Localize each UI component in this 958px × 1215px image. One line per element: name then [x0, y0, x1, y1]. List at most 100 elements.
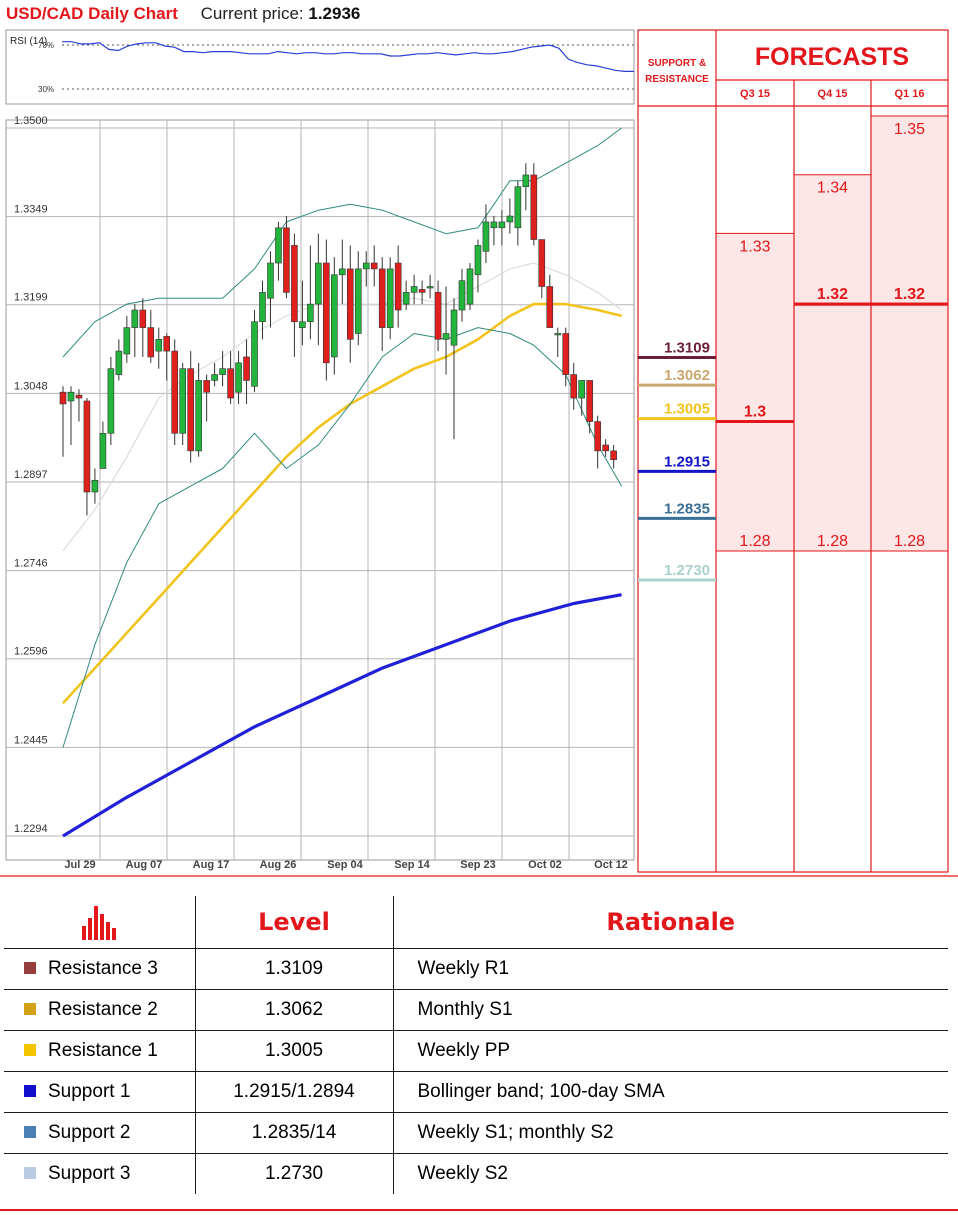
- x-tick-label: Jul 29: [64, 859, 95, 871]
- candle-body: [442, 333, 450, 340]
- candle-body: [434, 292, 442, 340]
- sr-level-value: 1.2730: [664, 562, 710, 579]
- chart-header: USD/CAD Daily Chart Current price: 1.293…: [6, 4, 360, 26]
- candle-body: [91, 479, 99, 493]
- candle-body: [179, 368, 186, 434]
- row-level: 1.2835/14: [194, 1111, 393, 1153]
- candle-body: [570, 374, 578, 399]
- y-tick-label: 1.2596: [14, 646, 48, 658]
- candle-body: [426, 286, 434, 289]
- candle-body: [107, 368, 115, 434]
- candle-body: [354, 268, 362, 334]
- side-panel-frame: [637, 29, 949, 873]
- x-tick-label: Sep 23: [460, 859, 495, 871]
- candle-body: [410, 286, 418, 293]
- candle-body: [299, 321, 306, 328]
- candle-body: [554, 333, 562, 336]
- color-swatch: [24, 1043, 36, 1056]
- candle-body: [163, 336, 171, 352]
- row-level: 1.2730: [194, 1152, 393, 1194]
- quarter-label: Q3 15: [740, 88, 770, 100]
- x-tick-label: Oct 02: [528, 859, 562, 871]
- table-row: Support 3 1.2730 Weekly S2: [4, 1152, 948, 1194]
- forecast-low-value: 1.28: [894, 533, 925, 550]
- table-row: Resistance 3 1.3109 Weekly R1: [4, 947, 948, 989]
- color-swatch: [24, 1166, 36, 1179]
- candle-body: [370, 262, 378, 270]
- candle-body: [498, 221, 506, 229]
- candle-body: [259, 292, 266, 323]
- row-rationale: Monthly S1: [392, 988, 948, 1030]
- candle-body: [594, 421, 601, 452]
- bottom-rule: [0, 1209, 958, 1211]
- row-rationale: Weekly S2: [392, 1152, 948, 1194]
- candle-body: [506, 215, 514, 223]
- candle-body: [307, 303, 314, 323]
- candle-body: [211, 374, 218, 381]
- candle-body: [450, 309, 458, 346]
- levels-table-wrap: Level Rationale Resistance 3 1.3109 Week…: [4, 896, 948, 1194]
- candle-body: [315, 262, 322, 305]
- row-rationale: Bollinger band; 100-day SMA: [392, 1070, 948, 1112]
- forecast-high-value: 1.33: [739, 238, 770, 255]
- forecast-band: [871, 116, 948, 551]
- row-level: 1.3109: [194, 947, 393, 989]
- candle-body: [83, 400, 91, 493]
- sr-level-value: 1.3109: [664, 340, 710, 357]
- candle-body: [251, 321, 258, 387]
- x-tick-label: Aug 26: [260, 859, 297, 871]
- current-price-label: Current price:: [200, 4, 304, 23]
- y-tick-label: 1.3048: [14, 380, 48, 392]
- quarter-label: Q1 16: [895, 88, 925, 100]
- sr-title-line1: SUPPORT &: [648, 58, 706, 69]
- candle-body: [75, 394, 83, 399]
- candle-body: [418, 289, 426, 293]
- forecast-low-value: 1.28: [739, 533, 770, 550]
- color-swatch: [24, 961, 36, 974]
- forecast-low-value: 1.28: [817, 533, 848, 550]
- candle-body: [610, 450, 617, 460]
- y-tick-label: 1.2294: [14, 823, 48, 835]
- candle-body: [530, 174, 538, 240]
- forecasts-title: FORECASTS: [755, 43, 909, 71]
- candle-body: [59, 391, 67, 405]
- candle-body: [283, 227, 290, 293]
- candle-body: [291, 245, 298, 323]
- row-name: Resistance 1: [48, 1039, 158, 1061]
- candle-body: [586, 380, 593, 422]
- sr-title-line2: RESISTANCE: [645, 74, 709, 85]
- y-tick-label: 1.2445: [14, 734, 48, 746]
- quarter-label: Q4 15: [818, 88, 848, 100]
- x-tick-label: Aug 07: [126, 859, 163, 871]
- forecast-mid-value: 1.32: [894, 286, 925, 303]
- candle-body: [67, 391, 75, 402]
- table-row: Support 1 1.2915/1.2894 Bollinger band; …: [4, 1070, 948, 1112]
- candle-body: [362, 262, 370, 270]
- candle-body: [490, 221, 498, 229]
- color-swatch: [24, 1125, 36, 1138]
- table-row: Resistance 1 1.3005 Weekly PP: [4, 1029, 948, 1071]
- x-tick-label: Aug 17: [193, 859, 230, 871]
- candle-body: [458, 280, 466, 311]
- forecast-band: [716, 233, 794, 551]
- row-level: 1.3005: [194, 1029, 393, 1071]
- chart-title: USD/CAD Daily Chart: [6, 4, 178, 23]
- rsi-line: [62, 41, 634, 73]
- candle-body: [514, 186, 522, 229]
- candle-body: [147, 327, 155, 358]
- bar-chart-icon: [82, 905, 117, 940]
- forecast-high-value: 1.35: [894, 121, 925, 138]
- y-tick-label: 1.3500: [14, 115, 48, 127]
- plot-frame: [5, 119, 635, 861]
- forecast-mid-value: 1.32: [817, 286, 848, 303]
- candle-body: [378, 268, 386, 328]
- candle-body: [155, 339, 163, 352]
- candle-body: [203, 380, 210, 393]
- candle-body: [227, 368, 234, 399]
- candle-body: [99, 432, 107, 469]
- y-tick-label: 1.3199: [14, 292, 48, 304]
- rsi-30-label: 30%: [38, 85, 54, 94]
- level-header: Level: [194, 896, 393, 949]
- rsi-70-label: 70%: [38, 41, 54, 50]
- candle-body: [171, 350, 179, 434]
